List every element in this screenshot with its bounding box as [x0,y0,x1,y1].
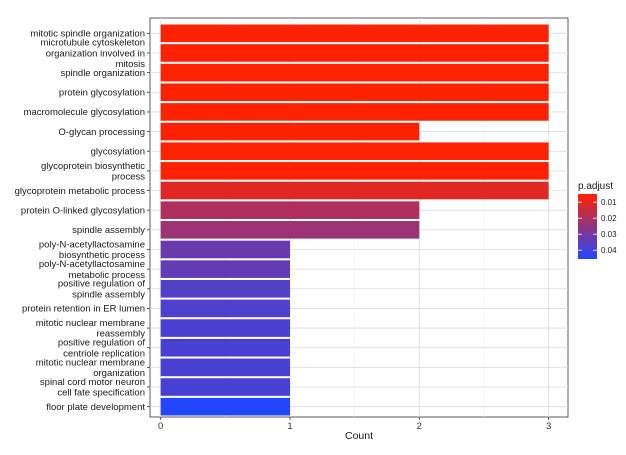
y-tick-label: O-glycan processing [58,127,145,138]
x-tick-label: 1 [287,421,292,432]
bar [160,83,549,102]
legend-tick-label: 0.04 [601,246,617,255]
legend: p.adjust 0.01 0.02 0.03 0.04 [578,181,617,259]
legend-tick-label: 0.02 [601,214,617,223]
y-tick-label: metabolic process [68,270,145,281]
y-tick-label: poly-N-acetyllactosamine [39,259,145,270]
legend-title: p.adjust [578,181,613,192]
y-tick-label: spindle assembly [72,289,145,300]
y-tick-label: positive regulation of [58,279,145,290]
bar [160,142,549,161]
x-tick-label: 3 [546,421,551,432]
y-tick-label: cell fate specification [57,388,145,399]
y-tick-label: poly-N-acetyllactosamine [39,239,145,250]
bar [160,63,549,82]
bar [160,44,549,62]
y-tick-label: process [112,172,146,183]
bar [160,397,290,416]
y-tick-label: mitotic nuclear membrane [36,357,145,368]
bar [160,378,290,396]
y-tick-labels: mitotic spindle organizationmicrotubule … [15,29,150,413]
y-tick-label: floor plate development [46,402,145,413]
bar [160,162,549,180]
bars [160,24,549,416]
y-tick-label: reassembly [96,329,145,340]
bar [160,221,420,239]
y-tick-label: mitosis [115,59,145,70]
legend-tick-label: 0.03 [601,230,617,239]
bar [160,103,549,121]
bar [160,279,290,298]
x-axis-title: Count [345,430,373,442]
y-tick-label: glycosylation [91,147,145,158]
x-tick-labels: 0 1 2 3 [158,417,551,432]
bar [160,24,549,43]
y-tick-label: microtubule cytoskeleton [40,38,145,49]
x-tick-label: 2 [417,421,422,432]
bar [160,240,290,259]
bar [160,358,290,377]
y-tick-label: organization involved in [46,48,145,59]
y-tick-label: organization [93,368,145,379]
legend-tick-label: 0.01 [601,198,617,207]
y-tick-label: mitotic nuclear membrane [36,318,145,329]
y-tick-label: biosynthetic process [59,250,145,261]
y-tick-label: glycoprotein metabolic process [15,186,146,197]
y-tick-label: protein O-linked glycosylation [21,205,145,216]
bar [160,338,290,357]
y-tick-label: spinal cord motor neuron [40,377,145,388]
bar [160,319,290,337]
y-tick-label: mitotic spindle organization [30,29,145,40]
bar [160,260,290,278]
bar [160,299,290,318]
y-tick-label: spindle organization [60,68,145,79]
x-tick-label: 0 [158,421,163,432]
y-tick-label: macromolecule glycosylation [24,107,145,118]
bar [160,122,420,141]
legend-colorbar [578,194,597,259]
y-tick-label: positive regulation of [58,338,145,349]
bar [160,201,420,219]
y-tick-label: centriole replication [63,348,145,359]
y-tick-label: protein retention in ER lumen [22,304,145,315]
y-tick-label: spindle assembly [72,225,145,236]
y-tick-label: glycoprotein biosynthetic [41,161,145,172]
y-tick-label: protein glycosylation [59,88,145,99]
bar [160,181,549,200]
